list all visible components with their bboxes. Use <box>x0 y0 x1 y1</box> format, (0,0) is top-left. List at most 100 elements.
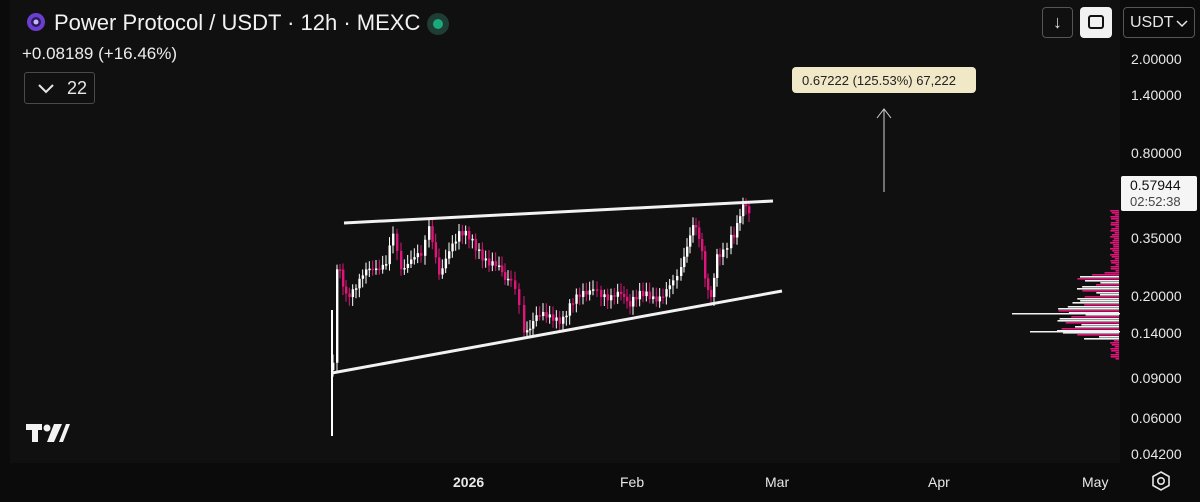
candle-body <box>710 289 713 298</box>
volume-profile-bar <box>1114 252 1119 254</box>
candle-body <box>626 296 629 302</box>
volume-profile-bar <box>1110 248 1119 250</box>
candle-body <box>381 264 385 270</box>
volume-profile-bar <box>1084 296 1119 298</box>
candle-body <box>635 296 638 300</box>
candles-group <box>331 197 751 436</box>
volume-profile <box>1012 210 1120 360</box>
candle-body <box>722 249 725 257</box>
candle-body <box>648 291 652 300</box>
candle-body <box>606 294 610 301</box>
candle-body <box>726 248 729 250</box>
candle-body <box>532 321 535 329</box>
volume-profile-bar <box>1110 216 1119 218</box>
volume-profile-bar <box>1111 234 1119 236</box>
candle-body <box>742 204 745 217</box>
candle-body <box>428 226 431 240</box>
candle-body <box>610 295 613 301</box>
time-axis[interactable] <box>0 463 1200 502</box>
candle-body <box>361 275 365 279</box>
candle-body <box>498 265 501 268</box>
candle-body <box>523 305 526 333</box>
volume-profile-bar <box>1110 266 1119 268</box>
candle-body <box>542 312 545 316</box>
candle-body <box>638 290 642 300</box>
volume-profile-bar <box>1099 336 1119 338</box>
candle-body <box>730 234 733 249</box>
price-tick: 0.20000 <box>1131 288 1182 304</box>
candle-body <box>745 204 748 207</box>
candle-body <box>538 315 542 317</box>
candle-body <box>733 234 736 238</box>
volume-profile-bar <box>1111 228 1119 230</box>
volume-profile-bar <box>1072 302 1119 304</box>
candle-body <box>342 269 345 287</box>
time-tick: May <box>1082 474 1109 490</box>
fullscreen-button[interactable] <box>1080 7 1112 38</box>
volume-profile-bar <box>1092 274 1119 276</box>
volume-profile-bar <box>1077 298 1119 300</box>
candle-body <box>695 225 698 228</box>
candle-body <box>680 267 683 277</box>
candle-body <box>600 289 603 298</box>
candle-body <box>484 258 488 261</box>
indicators-toggle-button[interactable]: 22 <box>24 72 95 104</box>
candle-body <box>548 314 552 318</box>
currency-select[interactable]: USDT <box>1123 7 1195 38</box>
time-tick: Apr <box>928 474 950 490</box>
candle-body <box>488 258 491 266</box>
candle-body <box>438 257 441 275</box>
candle-body <box>689 235 692 247</box>
candle-body <box>464 230 468 236</box>
candle-body <box>623 294 626 297</box>
candle-body <box>478 249 481 251</box>
candle-body <box>424 239 427 256</box>
volume-profile-bar <box>1057 330 1119 332</box>
price-axis[interactable] <box>1120 0 1200 463</box>
candle-body <box>403 268 406 270</box>
candle-body <box>716 254 719 278</box>
volume-profile-bar <box>1096 292 1119 294</box>
volume-profile-bar <box>1115 270 1119 272</box>
symbol-title[interactable]: Power Protocol / USDT · 12h · MEXC <box>54 10 421 35</box>
volume-profile-bar <box>1111 256 1119 258</box>
candle-body <box>504 272 507 280</box>
settings-icon[interactable] <box>1150 470 1172 497</box>
candle-body <box>575 294 578 304</box>
volume-profile-bar <box>1110 254 1119 256</box>
volume-profile-bar <box>1075 326 1119 328</box>
candle-body <box>339 269 342 271</box>
candle-body <box>645 291 648 297</box>
candle-body <box>396 233 399 251</box>
candle-body <box>558 317 562 324</box>
volume-profile-bar <box>1112 240 1119 242</box>
candle-body <box>481 249 484 261</box>
time-tick: 2026 <box>453 474 485 490</box>
candle-body <box>535 315 538 322</box>
down-arrow-button[interactable]: ↓ <box>1042 7 1073 38</box>
volume-profile-bar <box>1111 344 1119 346</box>
candle-body <box>388 245 391 265</box>
tradingview-logo-icon[interactable] <box>26 422 70 449</box>
volume-profile-bar <box>1114 232 1119 234</box>
candle-body <box>434 242 438 258</box>
candle-body <box>378 268 381 271</box>
volume-profile-bar <box>1077 334 1119 336</box>
volume-profile-bar <box>1115 352 1119 354</box>
price-change: +0.08189 (+16.46%) <box>22 44 178 63</box>
volume-profile-bar <box>1080 276 1119 278</box>
volume-profile-bar <box>1113 244 1119 246</box>
candle-body <box>552 314 555 321</box>
volume-profile-bar <box>1115 358 1119 360</box>
candle-countdown: 02:52:38 <box>1130 194 1181 209</box>
candle-body <box>668 285 672 290</box>
candle-body <box>665 289 668 297</box>
volume-profile-bar <box>1110 356 1119 358</box>
volume-profile-bar <box>1110 224 1119 226</box>
candle-body <box>692 225 695 236</box>
candle-body <box>578 294 582 297</box>
volume-profile-bar <box>1114 258 1119 260</box>
candle-body <box>662 296 665 298</box>
candle-body <box>676 276 679 281</box>
volume-profile-bar <box>1065 322 1119 324</box>
